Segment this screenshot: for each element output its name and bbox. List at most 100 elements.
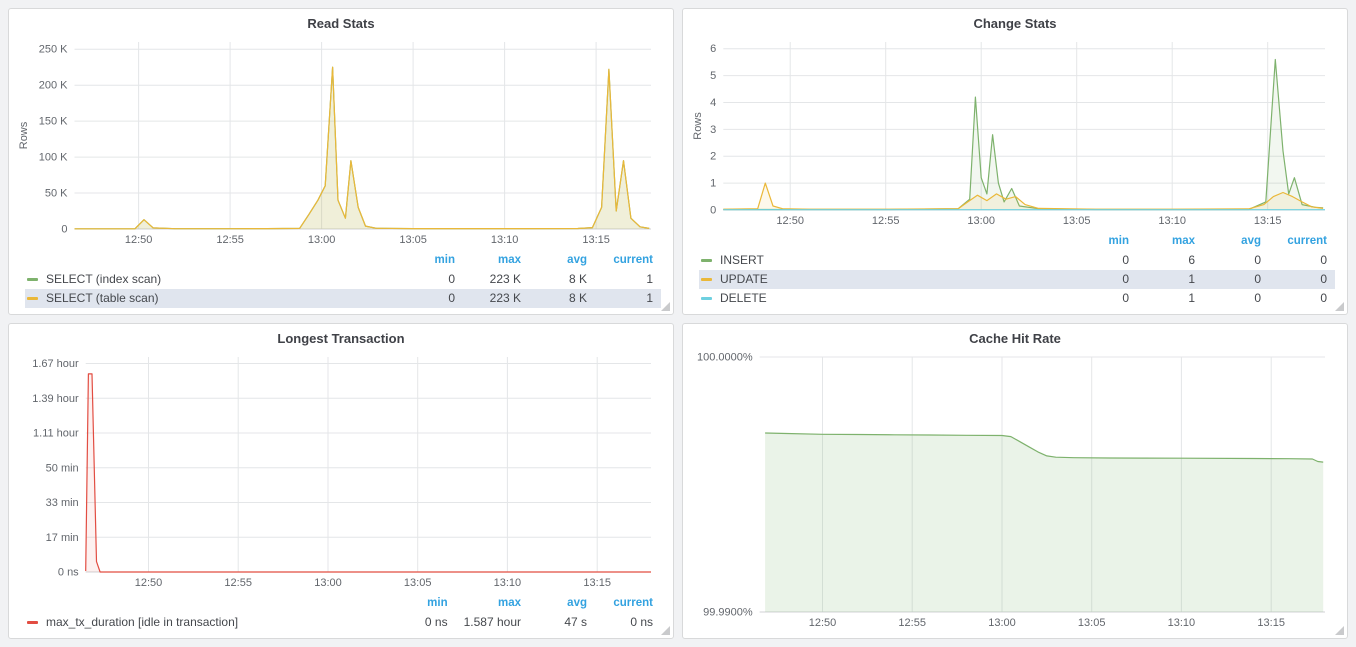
panel-resize-handle-icon[interactable] bbox=[661, 302, 670, 311]
panel-change-stats: Change Stats 0 1 2 3 4 5 6 12:50 12:55 13:00 13:05… bbox=[682, 8, 1348, 315]
svg-text:250 K: 250 K bbox=[39, 44, 68, 56]
legend-column-header[interactable]: avg bbox=[567, 597, 587, 609]
svg-text:12:50: 12:50 bbox=[776, 215, 804, 227]
legend-value: 0 bbox=[1122, 272, 1129, 286]
legend-read-stats: min max avg current SELECT (index scan) 0 223 … bbox=[17, 249, 665, 308]
svg-text:13:10: 13:10 bbox=[1168, 617, 1196, 629]
svg-text:13:10: 13:10 bbox=[491, 234, 519, 246]
legend-series-label: DELETE bbox=[720, 291, 767, 305]
legend-column-header[interactable]: min bbox=[434, 254, 455, 266]
legend-value: 0 ns bbox=[424, 615, 448, 629]
legend-change-stats: min max avg current INSERT 0 6 0 0 UPDATE 0 1 0 0 DELE… bbox=[691, 230, 1339, 308]
chart-svg: 0 ns 17 min 33 min 50 min 1.11 hour 1.39 hour… bbox=[32, 357, 651, 589]
legend-series-label: INSERT bbox=[720, 253, 764, 267]
legend-value: 0 bbox=[1254, 291, 1261, 305]
legend-value: 223 K bbox=[489, 291, 521, 305]
svg-text:12:55: 12:55 bbox=[224, 577, 252, 589]
legend-row[interactable]: max_tx_duration [idle in transaction] 0 n… bbox=[25, 613, 661, 632]
series-color-swatch bbox=[701, 278, 712, 282]
svg-text:13:00: 13:00 bbox=[967, 215, 995, 227]
chart-change-stats: 0 1 2 3 4 5 6 12:50 12:55 13:00 13:05 13:10 13:15 Row… bbox=[691, 34, 1339, 230]
legend-column-header[interactable]: current bbox=[613, 597, 653, 609]
panel-title-change-stats[interactable]: Change Stats bbox=[973, 16, 1057, 31]
svg-text:13:00: 13:00 bbox=[988, 617, 1016, 629]
svg-text:12:50: 12:50 bbox=[125, 234, 153, 246]
svg-text:13:05: 13:05 bbox=[404, 577, 432, 589]
legend-column-header[interactable]: max bbox=[497, 254, 521, 266]
svg-text:13:05: 13:05 bbox=[399, 234, 427, 246]
legend-value: 0 bbox=[448, 272, 455, 286]
series-color-swatch bbox=[27, 297, 38, 301]
legend-value: 0 bbox=[1122, 291, 1129, 305]
legend-value: 1.587 hour bbox=[463, 615, 521, 629]
legend-row[interactable]: SELECT (index scan) 0 223 K 8 K 1 bbox=[25, 270, 661, 289]
svg-text:3: 3 bbox=[710, 124, 716, 136]
legend-value: 8 K bbox=[568, 272, 587, 286]
series-color-swatch bbox=[27, 621, 38, 625]
panel-resize-handle-icon[interactable] bbox=[661, 626, 670, 635]
panel-title-read-stats[interactable]: Read Stats bbox=[307, 16, 375, 31]
legend-header-row: min max avg current bbox=[699, 232, 1335, 251]
legend-value: 8 K bbox=[568, 291, 587, 305]
legend-value: 0 bbox=[448, 291, 455, 305]
legend-value: 0 bbox=[1320, 253, 1327, 267]
legend-value: 1 bbox=[1188, 291, 1195, 305]
chart-svg: 99.9900% 100.0000% 12:50 12:55 13:00 13:05 13:… bbox=[697, 352, 1325, 629]
svg-text:100 K: 100 K bbox=[39, 152, 68, 164]
legend-column-header[interactable]: avg bbox=[1241, 235, 1261, 247]
svg-text:50 min: 50 min bbox=[46, 462, 79, 474]
legend-value: 0 bbox=[1320, 291, 1327, 305]
legend-value: 0 ns bbox=[630, 615, 653, 629]
panel-resize-handle-icon[interactable] bbox=[1335, 626, 1344, 635]
svg-text:Rows: Rows bbox=[18, 121, 30, 149]
chart-svg: 0 1 2 3 4 5 6 12:50 12:55 13:00 13:05 13:10 13:15 Row… bbox=[692, 42, 1325, 227]
svg-text:12:50: 12:50 bbox=[135, 577, 163, 589]
svg-text:0: 0 bbox=[710, 205, 716, 217]
svg-text:50 K: 50 K bbox=[45, 188, 68, 200]
svg-text:13:15: 13:15 bbox=[582, 234, 610, 246]
svg-text:12:50: 12:50 bbox=[809, 617, 837, 629]
svg-text:13:00: 13:00 bbox=[314, 577, 342, 589]
svg-text:13:15: 13:15 bbox=[1254, 215, 1282, 227]
legend-column-header[interactable]: avg bbox=[567, 254, 587, 266]
legend-row[interactable]: UPDATE 0 1 0 0 bbox=[699, 270, 1335, 289]
legend-column-header[interactable]: min bbox=[427, 597, 448, 609]
legend-column-header[interactable]: min bbox=[1108, 235, 1129, 247]
legend-value: 1 bbox=[646, 272, 653, 286]
series-color-swatch bbox=[27, 278, 38, 282]
svg-text:12:55: 12:55 bbox=[872, 215, 900, 227]
svg-text:1: 1 bbox=[710, 178, 716, 190]
svg-text:Rows: Rows bbox=[692, 112, 704, 140]
svg-text:13:05: 13:05 bbox=[1078, 617, 1106, 629]
legend-value: 0 bbox=[1320, 272, 1327, 286]
legend-value: 47 s bbox=[564, 615, 587, 629]
panel-title-cache-hit-rate[interactable]: Cache Hit Rate bbox=[969, 331, 1061, 346]
legend-column-header[interactable]: current bbox=[613, 254, 653, 266]
legend-row[interactable]: SELECT (table scan) 0 223 K 8 K 1 bbox=[25, 289, 661, 308]
panel-resize-handle-icon[interactable] bbox=[1335, 302, 1344, 311]
svg-text:1.67 hour: 1.67 hour bbox=[32, 358, 79, 370]
svg-text:1.11 hour: 1.11 hour bbox=[33, 428, 79, 440]
legend-value: 0 bbox=[1254, 272, 1261, 286]
legend-row[interactable]: DELETE 0 1 0 0 bbox=[699, 289, 1335, 308]
svg-text:200 K: 200 K bbox=[39, 80, 68, 92]
svg-text:99.9900%: 99.9900% bbox=[703, 607, 753, 619]
legend-row[interactable]: INSERT 0 6 0 0 bbox=[699, 251, 1335, 270]
svg-text:17 min: 17 min bbox=[46, 532, 79, 544]
svg-text:13:15: 13:15 bbox=[583, 577, 611, 589]
svg-text:6: 6 bbox=[710, 43, 716, 55]
legend-value: 0 bbox=[1122, 253, 1129, 267]
legend-column-header[interactable]: max bbox=[1171, 235, 1195, 247]
svg-text:2: 2 bbox=[710, 151, 716, 163]
series-color-swatch bbox=[701, 297, 712, 301]
svg-text:1.39 hour: 1.39 hour bbox=[32, 393, 79, 405]
legend-value: 6 bbox=[1188, 253, 1195, 267]
legend-column-header[interactable]: current bbox=[1287, 235, 1327, 247]
panel-title-longest-transaction[interactable]: Longest Transaction bbox=[277, 331, 405, 346]
legend-header-row: min max avg current bbox=[25, 594, 661, 613]
chart-cache-hit-rate: 99.9900% 100.0000% 12:50 12:55 13:00 13:05 13:… bbox=[691, 349, 1339, 632]
legend-series-label: max_tx_duration [idle in transaction] bbox=[46, 615, 239, 629]
series-color-swatch bbox=[701, 259, 712, 263]
legend-column-header[interactable]: max bbox=[497, 597, 521, 609]
